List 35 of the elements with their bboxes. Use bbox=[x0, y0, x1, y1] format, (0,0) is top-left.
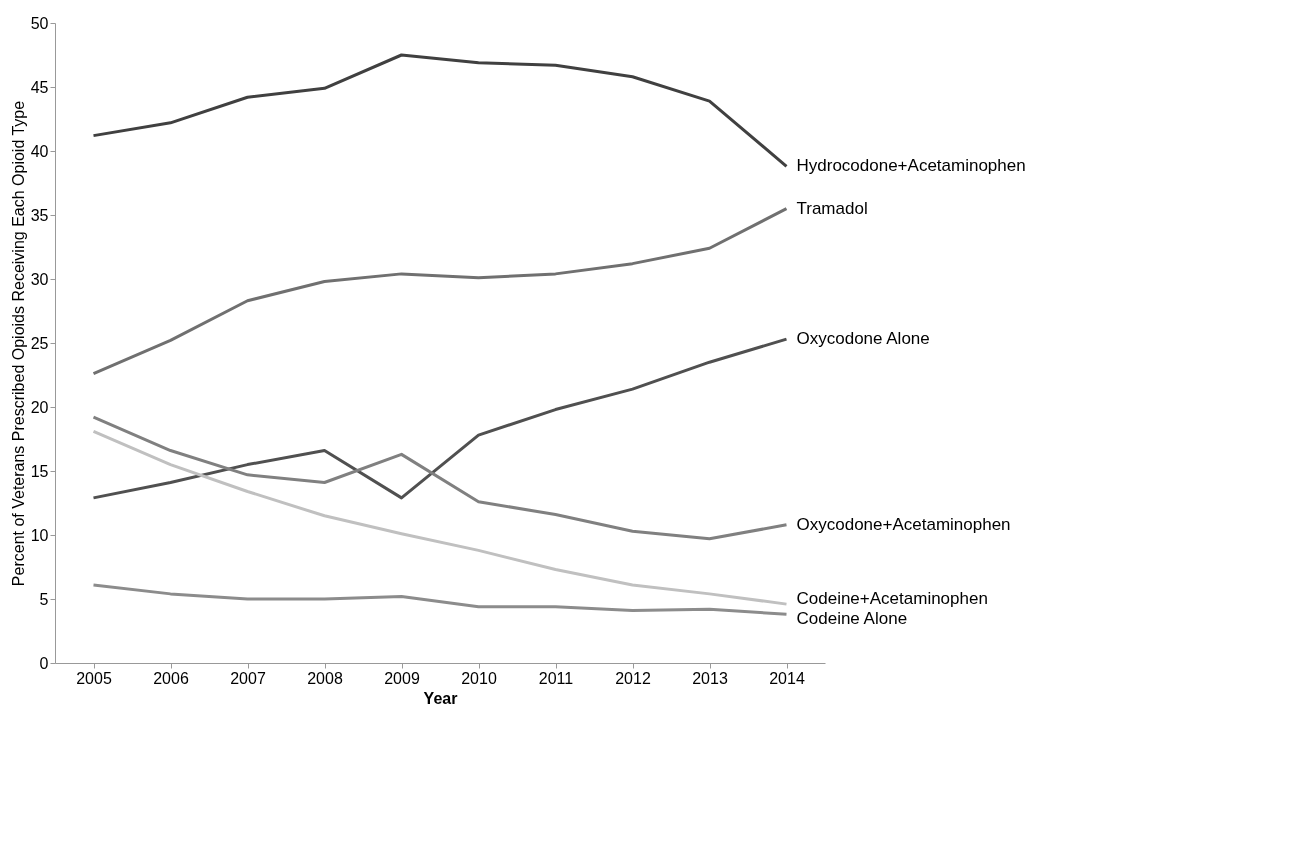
y-tick-label: 15 bbox=[30, 462, 49, 480]
x-tick-label: 2008 bbox=[307, 669, 343, 687]
x-tick-label: 2012 bbox=[615, 669, 651, 687]
y-axis-title: Percent of Veterans Prescribed Opioids Receiving Each Opioid Type bbox=[9, 100, 27, 587]
x-axis-title: Year bbox=[423, 689, 458, 707]
series-label: Codeine Alone bbox=[796, 609, 908, 629]
y-tick-label: 20 bbox=[30, 398, 49, 416]
series-label: Oxycodone Alone bbox=[796, 329, 930, 349]
line-series bbox=[92, 583, 788, 616]
y-tick-label: 50 bbox=[30, 14, 49, 32]
y-tick-label: 25 bbox=[30, 334, 49, 352]
series-label: Hydrocodone+Acetaminophen bbox=[796, 156, 1026, 176]
y-tick-label: 35 bbox=[30, 206, 49, 224]
series-label: Tramadol bbox=[796, 198, 868, 218]
line-series bbox=[92, 429, 788, 606]
y-tick-label: 10 bbox=[30, 526, 49, 544]
y-tick-label: 5 bbox=[39, 590, 49, 608]
series-label: Oxycodone+Acetaminophen bbox=[796, 514, 1011, 534]
x-tick-label: 2005 bbox=[76, 669, 112, 687]
y-tick-label: 40 bbox=[30, 142, 49, 160]
x-tick-label: 2009 bbox=[384, 669, 420, 687]
y-tick-label: 0 bbox=[39, 654, 49, 672]
line-series bbox=[92, 53, 788, 168]
series-label: Codeine+Acetaminophen bbox=[796, 589, 988, 609]
line-series bbox=[92, 415, 788, 541]
x-tick-label: 2011 bbox=[538, 669, 574, 687]
x-tick-label: 2014 bbox=[769, 669, 805, 687]
x-tick-label: 2010 bbox=[461, 669, 497, 687]
y-tick-label: 45 bbox=[30, 78, 49, 96]
line-series bbox=[92, 337, 788, 500]
line-series bbox=[92, 207, 788, 376]
x-tick-label: 2006 bbox=[153, 669, 189, 687]
y-tick-label: 30 bbox=[30, 270, 49, 288]
x-tick-label: 2013 bbox=[692, 669, 728, 687]
x-tick-label: 2007 bbox=[230, 669, 266, 687]
